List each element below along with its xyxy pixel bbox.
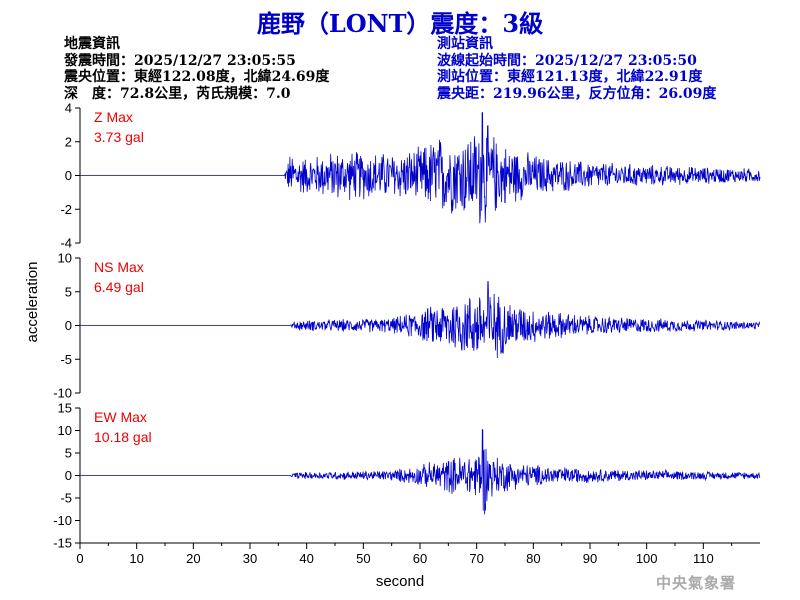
z-trace <box>80 112 761 224</box>
station-info: 測站資訊 波線起始時間：2025/12/27 23:05:50 測站位置：東經1… <box>437 36 716 102</box>
x-tick-label: 40 <box>299 551 313 566</box>
ns-y-tick-label: -5 <box>60 352 72 367</box>
ew-y-tick-label: -5 <box>60 491 72 506</box>
ew-y-tick-label: 5 <box>65 446 72 461</box>
z-y-tick-label: -2 <box>60 202 72 217</box>
origin-time: 發震時間：2025/12/27 23:05:55 <box>64 52 296 69</box>
wave-start-time: 波線起始時間：2025/12/27 23:05:50 <box>437 52 697 69</box>
x-axis-title: second <box>376 573 424 590</box>
epicentral-distance: 震央距：219.96公里，反方位角：26.09度 <box>437 85 717 102</box>
ns-max-value: 6.49 gal <box>94 279 144 295</box>
z-max-label: Z Max <box>94 109 133 125</box>
station-info-heading: 測站資訊 <box>437 36 493 52</box>
ew-y-tick-label: -15 <box>53 536 72 551</box>
ns-trace <box>80 281 761 359</box>
x-tick-label: 90 <box>583 551 597 566</box>
epicenter: 震央位置：東經122.08度，北緯24.69度 <box>64 69 330 85</box>
ew-y-tick-label: 15 <box>58 401 72 416</box>
x-tick-label: 30 <box>243 551 257 566</box>
y-axis-title: acceleration <box>24 262 41 343</box>
x-tick-label: 110 <box>693 551 714 566</box>
z-y-tick-label: 0 <box>65 168 72 183</box>
ew-max-label: EW Max <box>94 409 147 425</box>
x-tick-label: 20 <box>186 551 200 566</box>
agency-watermark: 中央氣象署 <box>656 574 737 592</box>
z-y-tick-label: -4 <box>60 236 72 251</box>
ew-y-tick-label: 10 <box>58 423 72 438</box>
event-info-heading: 地震資訊 <box>64 36 120 52</box>
event-info: 地震資訊 發震時間：2025/12/27 23:05:55 震央位置：東經122… <box>64 36 329 102</box>
page-title: 鹿野（LONT）震度：3級 <box>256 9 544 38</box>
x-tick-label: 70 <box>469 551 483 566</box>
x-tick-label: 100 <box>636 551 658 566</box>
z-max-value: 3.73 gal <box>94 129 144 145</box>
x-tick-label: 60 <box>413 551 427 566</box>
x-tick-label: 0 <box>76 551 83 566</box>
x-tick-label: 50 <box>356 551 370 566</box>
z-y-tick-label: 4 <box>65 101 72 116</box>
x-tick-label: 10 <box>129 551 143 566</box>
z-y-tick-label: 2 <box>65 134 72 149</box>
ns-y-tick-label: 10 <box>58 251 72 266</box>
ns-max-label: NS Max <box>94 259 144 275</box>
ew-max-value: 10.18 gal <box>94 429 152 445</box>
depth-magnitude: 深 度：72.8公里，芮氏規模：7.0 <box>64 85 291 102</box>
ns-y-tick-label: -10 <box>53 386 72 401</box>
x-tick-label: 80 <box>526 551 540 566</box>
station-location: 測站位置：東經121.13度，北緯22.91度 <box>437 69 703 85</box>
ns-y-tick-label: 5 <box>65 284 72 299</box>
ew-y-tick-label: 0 <box>65 468 72 483</box>
ns-y-tick-label: 0 <box>65 318 72 333</box>
ew-y-tick-label: -10 <box>53 513 72 528</box>
ew-trace <box>80 429 761 515</box>
